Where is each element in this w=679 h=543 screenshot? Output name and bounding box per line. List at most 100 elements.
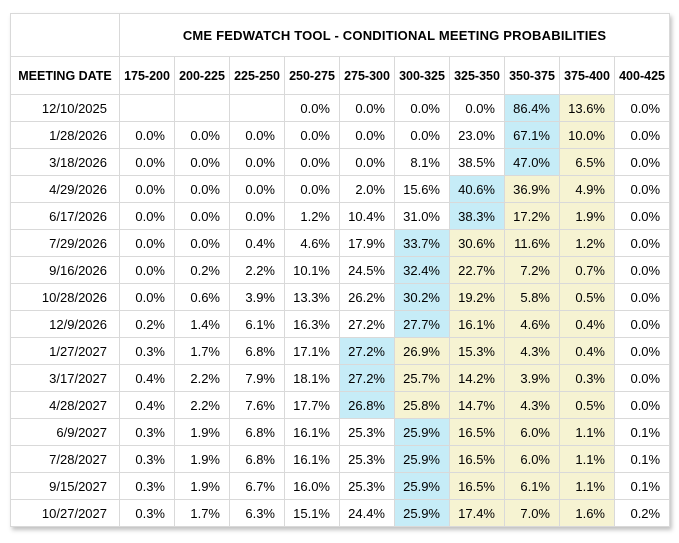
probability-cell: 15.1% [284,499,340,527]
probability-cell: 0.5% [559,283,615,311]
probability-cell: 0.0% [119,148,175,176]
probability-cell: 0.0% [284,121,340,149]
probability-cell: 25.9% [394,445,450,473]
probability-cell: 1.6% [559,499,615,527]
probability-cell: 6.0% [504,418,560,446]
probability-cell: 26.2% [339,283,395,311]
probability-cell: 27.7% [394,310,450,338]
probability-cell: 1.1% [559,418,615,446]
probability-cell: 38.3% [449,202,505,230]
probability-cell: 1.7% [174,499,230,527]
probability-cell: 4.3% [504,391,560,419]
table-row: 7/28/2027 0.3% 1.9% 6.8% 16.1% 25.3% 25.9% 16.5… [10,445,671,473]
probability-cell: 2.2% [174,391,230,419]
probability-cell: 1.4% [174,310,230,338]
rate-range-header: 325-350 [449,56,505,95]
probability-cell: 7.6% [229,391,285,419]
probability-cell: 36.9% [504,175,560,203]
probability-cell: 0.0% [119,283,175,311]
probability-cell [119,94,175,122]
meeting-date-cell: 10/27/2027 [10,499,120,527]
table-row: 10/27/2027 0.3% 1.7% 6.3% 15.1% 24.4% 25.9% 17.… [10,499,671,527]
table-row: 3/18/2026 0.0% 0.0% 0.0% 0.0% 0.0% 8.1% 38.5% 47… [10,148,671,176]
probability-cell: 0.0% [613,256,671,284]
probability-cell: 13.6% [559,94,615,122]
probability-cell: 26.9% [394,337,450,365]
probability-cell: 7.0% [504,499,560,527]
probability-cell: 0.3% [119,418,175,446]
probability-cell: 0.4% [229,229,285,257]
probability-cell: 0.4% [119,364,175,392]
rate-range-header: 375-400 [559,56,615,95]
table-row: 4/29/2026 0.0% 0.0% 0.0% 0.0% 2.0% 15.6% 40.6% 3… [10,175,671,203]
probability-cell: 0.0% [229,175,285,203]
probability-cell: 0.1% [613,472,671,500]
probability-cell: 0.0% [119,229,175,257]
probability-cell: 6.8% [229,337,285,365]
meeting-date-cell: 7/29/2026 [10,229,120,257]
table-row: 3/17/2027 0.4% 2.2% 7.9% 18.1% 27.2% 25.7% 14.2… [10,364,671,392]
probability-cell: 16.1% [284,445,340,473]
probability-cell: 0.6% [174,283,230,311]
meeting-date-cell: 1/27/2027 [10,337,120,365]
rate-range-header: 175-200 [119,56,175,95]
probability-cell: 1.9% [174,472,230,500]
probability-cell: 30.2% [394,283,450,311]
probability-cell: 4.3% [504,337,560,365]
rate-range-header: 350-375 [504,56,560,95]
probability-cell: 0.5% [559,391,615,419]
probability-cell: 38.5% [449,148,505,176]
probability-cell: 0.0% [339,94,395,122]
probability-cell: 0.2% [174,256,230,284]
probability-cell: 6.3% [229,499,285,527]
probability-cell: 0.0% [613,337,671,365]
probability-cell: 0.0% [613,310,671,338]
title-row: CME FEDWATCH TOOL - CONDITIONAL MEETING … [10,13,671,57]
probability-cell: 0.2% [613,499,671,527]
probability-cell: 0.4% [559,310,615,338]
probability-cell: 10.1% [284,256,340,284]
probability-cell: 22.7% [449,256,505,284]
probability-cell: 18.1% [284,364,340,392]
probability-cell: 6.7% [229,472,285,500]
rate-range-header: 250-275 [284,56,340,95]
rate-range-header: 275-300 [339,56,395,95]
probability-cell: 0.0% [339,148,395,176]
header-row: MEETING DATE 175-200 200-225 225-250 250-27… [10,56,671,95]
probability-cell: 30.6% [449,229,505,257]
table-row: 9/15/2027 0.3% 1.9% 6.7% 16.0% 25.3% 25.9% 16.5… [10,472,671,500]
probability-cell: 17.2% [504,202,560,230]
probability-cell: 47.0% [504,148,560,176]
probability-cell: 0.1% [613,445,671,473]
probability-cell: 86.4% [504,94,560,122]
probability-cell: 0.0% [613,175,671,203]
meeting-date-cell: 12/9/2026 [10,310,120,338]
probability-cell: 3.9% [504,364,560,392]
probability-cell: 25.3% [339,472,395,500]
probability-cell: 1.1% [559,472,615,500]
table-row: 4/28/2027 0.4% 2.2% 7.6% 17.7% 26.8% 25.8% 14.7… [10,391,671,419]
probability-cell: 16.5% [449,472,505,500]
meeting-date-cell: 6/17/2026 [10,202,120,230]
probability-cell: 0.3% [119,472,175,500]
probability-cell: 23.0% [449,121,505,149]
probability-cell: 10.4% [339,202,395,230]
probability-cell: 16.0% [284,472,340,500]
meeting-date-cell: 9/16/2026 [10,256,120,284]
probability-cell: 33.7% [394,229,450,257]
probability-cell: 0.0% [174,229,230,257]
probability-cell: 25.9% [394,499,450,527]
probability-cell: 0.3% [119,499,175,527]
meeting-date-cell: 12/10/2025 [10,94,120,122]
probability-cell: 1.9% [174,445,230,473]
probability-cell: 0.0% [229,202,285,230]
table-title: CME FEDWATCH TOOL - CONDITIONAL MEETING … [118,13,671,57]
probability-cell: 1.9% [559,202,615,230]
probability-cell: 25.3% [339,418,395,446]
probability-cell: 25.9% [394,472,450,500]
table-row: 6/17/2026 0.0% 0.0% 0.0% 1.2% 10.4% 31.0% 38.3%… [10,202,671,230]
probability-cell: 0.2% [119,310,175,338]
probability-cell: 0.0% [174,175,230,203]
probability-cell: 2.2% [174,364,230,392]
